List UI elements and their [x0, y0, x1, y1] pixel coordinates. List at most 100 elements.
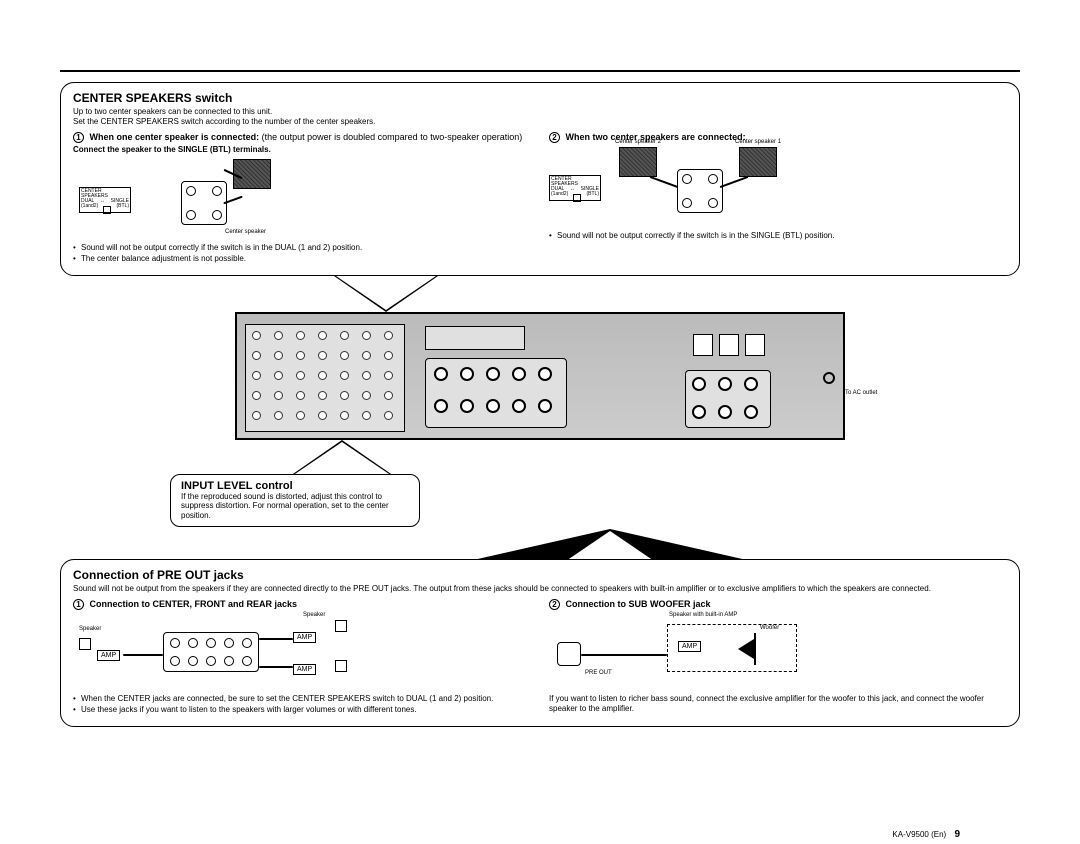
col1-head: 1 When one center speaker is connected: …	[73, 132, 531, 143]
triangle-down-icon	[334, 276, 438, 312]
jack-icon	[170, 656, 180, 666]
ac-outlet-icon	[745, 334, 765, 356]
input-level-section: INPUT LEVEL control If the reproduced so…	[170, 474, 420, 527]
speaker-icon	[619, 147, 657, 177]
jack-icon	[692, 405, 706, 419]
ac-outlet-icon	[719, 334, 739, 356]
jack-icon	[460, 367, 474, 381]
col1-note2: The center balance adjustment is not pos…	[81, 254, 531, 264]
jack-icon	[362, 331, 371, 340]
jack-icon	[206, 638, 216, 648]
center-speakers-section: CENTER SPEAKERS switch Up to two center …	[60, 82, 1020, 276]
wire-icon	[720, 176, 749, 188]
jack-icon	[384, 371, 393, 380]
sw-btl: (BTL)	[116, 204, 129, 214]
pc2-head: 2 Connection to SUB WOOFER jack	[549, 599, 1007, 610]
jack-icon	[340, 411, 349, 420]
preout-intro: Sound will not be output from the speake…	[73, 584, 1007, 594]
ac-outlet-icon	[693, 334, 713, 356]
jack-icon	[434, 399, 448, 413]
rear-panel-diagram: To AC outlet	[235, 312, 845, 440]
input-level-title: INPUT LEVEL control	[181, 480, 409, 492]
jack-icon	[242, 638, 252, 648]
jack-icon	[224, 656, 234, 666]
pointer-row2	[60, 440, 1020, 476]
jack-icon	[318, 331, 327, 340]
jack-icon	[718, 405, 732, 419]
jack-icon	[186, 186, 196, 196]
jack-panel-icon	[677, 169, 723, 213]
speaker-terminal-cluster	[425, 358, 567, 428]
jack-icon	[744, 377, 758, 391]
jack-icon	[708, 198, 718, 208]
section-title: CENTER SPEAKERS switch	[73, 91, 1007, 105]
jack-icon	[384, 331, 393, 340]
jack-icon	[538, 367, 552, 381]
jack-icon	[318, 371, 327, 380]
jack-icon	[340, 331, 349, 340]
page-footer: KA-V9500 (En) 9	[892, 829, 960, 840]
pc1-head: 1 Connection to CENTER, FRONT and REAR j…	[73, 599, 531, 610]
jack-icon	[682, 198, 692, 208]
jack-icon	[460, 399, 474, 413]
col1-head-c: Connect the speaker to the SINGLE (BTL) …	[73, 145, 531, 155]
jack-icon	[224, 638, 234, 648]
col1-head-a: When one center speaker is connected:	[90, 132, 260, 142]
circled-2-icon: 2	[549, 132, 560, 143]
triangle-up-icon	[460, 529, 760, 563]
jack-icon	[252, 351, 261, 360]
input-jack-cluster	[245, 324, 405, 432]
sw-12: (1and2)	[81, 204, 98, 214]
rear-panel-wrap: To AC outlet	[235, 312, 845, 440]
amp-label: AMP	[101, 652, 116, 659]
pc2-note1: If you want to listen to richer bass sou…	[549, 694, 1007, 713]
preout-panel-icon	[163, 632, 259, 672]
col1-diagram: CENTER SPEAKERS DUAL ↔ SINGLE (1and2) (B…	[73, 159, 531, 237]
right-terminal-cluster	[685, 370, 771, 428]
amp-box-icon: AMP	[293, 632, 316, 643]
amp-box-icon: AMP	[678, 641, 701, 652]
jack-icon	[384, 411, 393, 420]
jack-icon	[384, 351, 393, 360]
amp-box-icon: AMP	[293, 664, 316, 675]
jack-icon	[296, 371, 305, 380]
jack-icon	[682, 174, 692, 184]
jack-icon	[486, 367, 500, 381]
jack-icon	[434, 367, 448, 381]
jack-icon	[318, 411, 327, 420]
jack-icon	[252, 391, 261, 400]
jack-icon	[744, 405, 758, 419]
pc1-notes: When the CENTER jacks are connected, be …	[73, 694, 531, 715]
jack-icon	[188, 638, 198, 648]
speaker-icon	[335, 620, 347, 632]
pointer-row3	[60, 527, 1020, 561]
sw-12b: (1and2)	[551, 192, 568, 202]
preout-label: PRE OUT	[585, 670, 612, 676]
pc2-diagram: Speaker with built-in AMP PRE OUT AMP Wo…	[549, 614, 1007, 690]
pc1-diagram: Speaker AMP	[73, 614, 531, 690]
jack-icon	[188, 656, 198, 666]
center-speaker-label: Center speaker	[225, 229, 266, 235]
jack-icon	[274, 371, 283, 380]
pc1-head-text: Connection to CENTER, FRONT and REAR jac…	[90, 599, 298, 609]
preout-col1: 1 Connection to CENTER, FRONT and REAR j…	[73, 599, 531, 716]
speaker-icon	[79, 638, 91, 650]
intro-line2: Set the CENTER SPEAKERS switch according…	[73, 117, 375, 126]
woofer-line-icon	[754, 633, 756, 665]
pc1-note2: Use these jacks if you want to listen to…	[81, 705, 531, 715]
jack-icon	[340, 351, 349, 360]
pc2-head-text: Connection to SUB WOOFER jack	[566, 599, 711, 609]
jack-icon	[296, 411, 305, 420]
circled-1-icon: 1	[73, 599, 84, 610]
sw-btlb: (BTL)	[586, 192, 599, 202]
col1-notes: Sound will not be output correctly if th…	[73, 243, 531, 264]
jack-icon	[486, 399, 500, 413]
jack-icon	[538, 399, 552, 413]
jack-icon	[718, 377, 732, 391]
model-label: KA-V9500 (En)	[892, 830, 946, 839]
page-number: 9	[954, 829, 960, 840]
col1-note1: Sound will not be output correctly if th…	[81, 243, 531, 253]
input-level-body: If the reproduced sound is distorted, ad…	[181, 492, 409, 521]
jack-icon	[384, 391, 393, 400]
spk-label-l: Speaker	[79, 626, 101, 632]
